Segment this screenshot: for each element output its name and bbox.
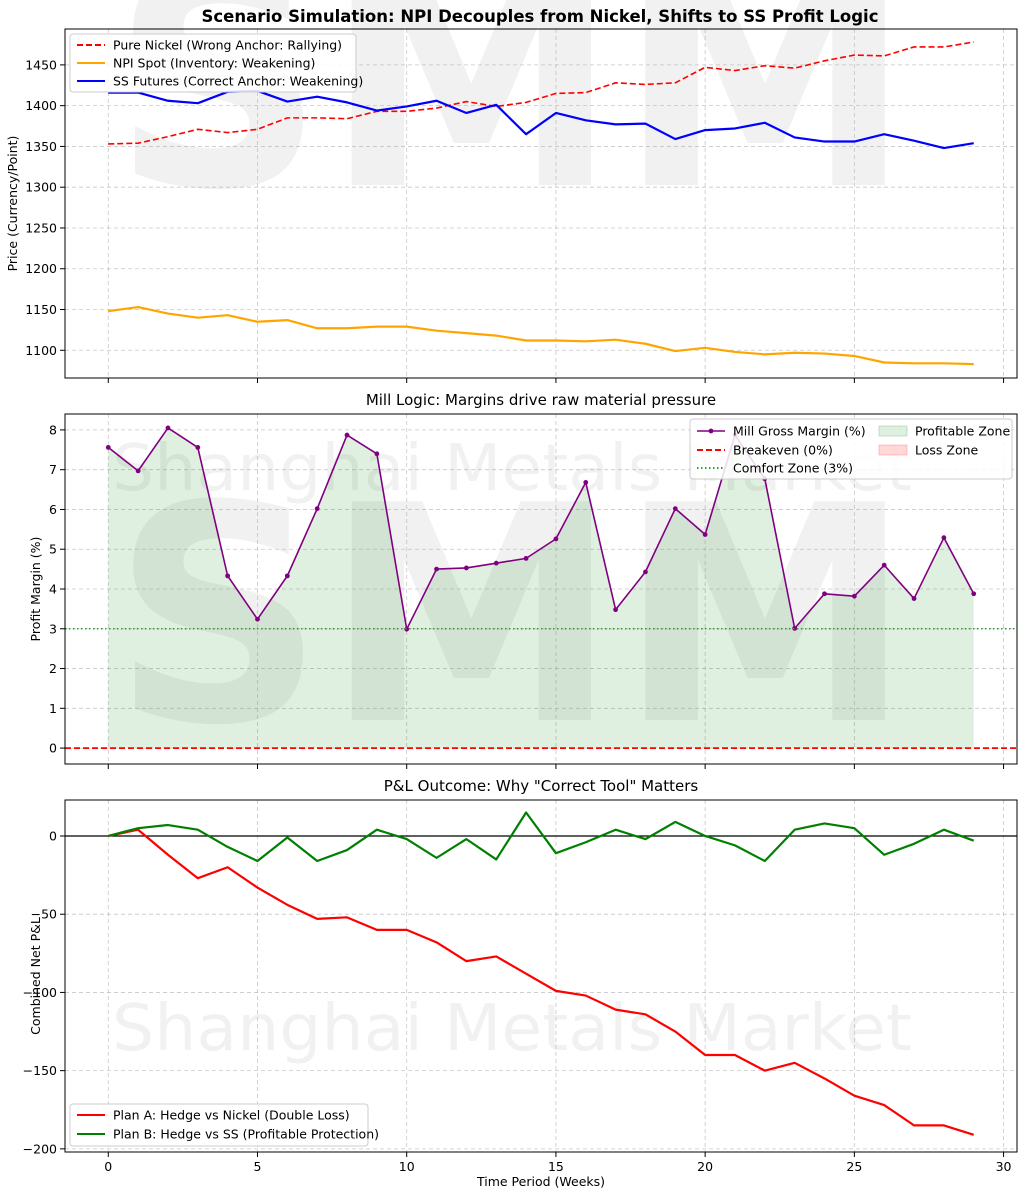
y-tick-label: 7 [49, 462, 57, 477]
y-tick-label: 1100 [25, 343, 57, 358]
x-tick-label: 25 [846, 1159, 862, 1174]
data-point [404, 626, 410, 632]
series-line-0 [108, 41, 974, 145]
y-tick-label: 1200 [25, 261, 57, 276]
y-axis-label: Combined Net P&L [28, 917, 43, 1035]
axes-frame [64, 799, 1018, 1153]
data-point [822, 591, 827, 597]
y-tick-label: 1450 [25, 57, 57, 72]
watermark-text: Shanghai Metals Market [112, 992, 912, 1066]
legend: Plan A: Hedge vs Nickel (Double Loss) Pla… [69, 1103, 379, 1147]
x-tick-label: 10 [399, 1159, 415, 1174]
data-point [463, 565, 469, 571]
y-axis-label: Price (Currency/Point) [5, 136, 20, 272]
data-point [672, 506, 678, 512]
data-point [583, 480, 589, 485]
data-point [284, 573, 290, 579]
y-tick-label: 1400 [25, 98, 57, 113]
y-tick-label: −100 [23, 985, 57, 1000]
watermark-logo: SMM [112, 442, 912, 791]
x-tick-label: 30 [996, 1159, 1012, 1174]
y-tick-label: −150 [23, 1063, 57, 1078]
legend-label: Comfort Zone (3%) [733, 461, 853, 476]
y-tick-label: 0 [49, 741, 57, 756]
profitable-zone-area [108, 427, 974, 749]
panel-title: Mill Logic: Margins drive raw material p… [366, 391, 716, 409]
legend: Pure Nickel (Wrong Anchor: Rallying) NPI … [69, 33, 363, 93]
x-tick-label: 20 [697, 1159, 713, 1174]
y-tick-label: −200 [23, 1141, 57, 1156]
data-point [643, 569, 648, 575]
legend-box [69, 1103, 369, 1147]
y-tick-label: 8 [49, 422, 57, 437]
y-tick-label: 1250 [25, 220, 57, 235]
x-tick-label: 15 [548, 1159, 564, 1174]
data-point [374, 451, 380, 457]
legend-swatch [878, 444, 908, 456]
price-panel: 1100 1150 1200 1250 1300 1350 1400 1450 Price (C… [5, 28, 1018, 383]
y-tick-label: 1350 [25, 139, 57, 154]
y-tick-label: 1 [49, 701, 57, 716]
legend: Mill Gross Margin (%) Breakeven (0%) Comfo… [689, 418, 1013, 480]
data-point [851, 593, 857, 599]
legend-label: NPI Spot (Inventory: Weakening) [113, 56, 315, 71]
y-axis-label: Profit Margin (%) [28, 537, 43, 642]
y-tick-label: 4 [49, 582, 57, 597]
y-tick-label: 2 [49, 661, 57, 676]
data-point [135, 468, 141, 474]
legend-label: SS Futures (Correct Anchor: Weakening) [113, 74, 363, 89]
y-tick-label: 5 [49, 542, 57, 557]
series-line-1 [107, 811, 975, 863]
legend-label: Breakeven (0%) [733, 443, 833, 458]
y-tick-label: 3 [49, 621, 57, 636]
legend-box [69, 33, 357, 93]
x-tick-label: 0 [104, 1159, 112, 1174]
data-point [911, 596, 917, 601]
series-line-1 [108, 305, 974, 366]
legend-label: Mill Gross Margin (%) [733, 424, 866, 439]
data-point [493, 560, 499, 566]
axes-frame [64, 28, 1018, 379]
y-tick-label: 0 [49, 828, 57, 843]
legend-label: Plan A: Hedge vs Nickel (Double Loss) [113, 1108, 350, 1123]
legend-marker [708, 428, 714, 434]
data-point [225, 573, 231, 579]
data-point [613, 607, 619, 613]
data-point [971, 591, 977, 597]
legend-label: Profitable Zone [915, 424, 1010, 439]
data-point [314, 506, 320, 512]
y-tick-label: −50 [31, 907, 57, 922]
pnl-panel: 0 5 10 15 20 25 30 −200 −150 −100 −50 0 P&L Outcome:… [23, 777, 1018, 1189]
panel-title: P&L Outcome: Why "Correct Tool" Matters [384, 777, 699, 795]
data-point [523, 555, 529, 561]
legend-label: Loss Zone [915, 443, 979, 458]
data-point [702, 532, 708, 537]
series-line-0 [108, 828, 975, 1136]
x-tick-label: 5 [254, 1159, 262, 1174]
legend-label: Plan B: Hedge vs SS (Profitable Protecti… [113, 1127, 379, 1142]
data-point [434, 566, 439, 572]
legend-label: Pure Nickel (Wrong Anchor: Rallying) [113, 38, 342, 53]
data-point [255, 616, 260, 622]
data-point [881, 562, 887, 568]
data-point [941, 535, 947, 541]
series-line-0 [107, 427, 975, 630]
suptitle: Scenario Simulation: NPI Decouples from … [201, 7, 878, 26]
data-point [344, 432, 350, 438]
data-point [195, 445, 201, 450]
data-point [165, 425, 171, 431]
data-point [553, 536, 559, 542]
data-point [792, 625, 798, 631]
legend-box [689, 418, 1013, 480]
x-axis-label: Time Period (Weeks) [476, 1174, 605, 1189]
legend-swatch [878, 425, 908, 437]
y-tick-label: 1150 [25, 302, 57, 317]
margin-panel: 0 1 2 3 4 5 6 7 8 Mill Logic: Margins drive raw m… [28, 391, 1018, 769]
data-point [105, 445, 111, 450]
y-tick-label: 6 [49, 502, 57, 517]
y-tick-label: 1300 [25, 180, 57, 195]
axes-frame [64, 413, 1018, 765]
